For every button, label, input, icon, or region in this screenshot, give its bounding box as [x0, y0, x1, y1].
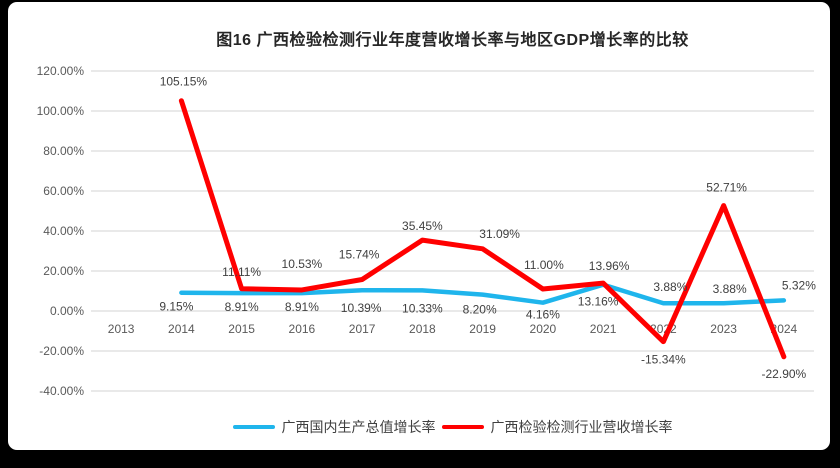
x-axis-category-label: 2018 [409, 322, 436, 336]
legend-item-gdp: 广西国内生产总值增长率 [232, 417, 436, 437]
x-axis-category-label: 2016 [289, 322, 316, 336]
y-axis-tick-label: 120.00% [37, 64, 85, 78]
data-label: -15.34% [641, 353, 686, 367]
data-label: 8.91% [285, 300, 319, 314]
x-axis-category-label: 2020 [530, 322, 557, 336]
data-label: 9.15% [159, 300, 193, 314]
data-label: -22.90% [762, 367, 807, 381]
x-axis-category-label: 2024 [771, 322, 798, 336]
data-label: 13.16% [578, 295, 619, 309]
data-label: 3.88% [713, 282, 747, 296]
x-axis-category-label: 2013 [108, 322, 135, 336]
y-axis-tick-label: 40.00% [43, 224, 84, 238]
data-label: 10.33% [402, 301, 443, 315]
data-label: 13.96% [589, 259, 630, 273]
x-axis-category-label: 2017 [349, 322, 376, 336]
series-lines [178, 98, 787, 360]
series-line-gdp [179, 282, 787, 306]
legend-label: 广西国内生产总值增长率 [281, 419, 436, 435]
chart-legend: 广西国内生产总值增长率 广西检验检测行业营收增长率 [91, 415, 814, 439]
data-label: 52.71% [706, 181, 747, 195]
data-label: 105.15% [160, 75, 208, 89]
gridlines [91, 70, 814, 392]
y-axis-tick-labels: 120.00% 100.00% 80.00% 60.00% 40.00% 20.00% 0.… [37, 64, 85, 398]
x-axis-category-labels: 2013 2014 2015 2016 2017 2018 2019 2020 2021 2022… [108, 322, 798, 336]
data-label: 10.53% [282, 257, 323, 271]
y-axis-tick-label: 100.00% [37, 104, 85, 118]
y-axis-tick-label: 20.00% [43, 264, 84, 278]
data-label: 15.74% [339, 248, 380, 262]
data-label: 11.11% [222, 265, 261, 279]
chart-panel: 图16 广西检验检测行业年度营收增长率与地区GDP增长率的比较 120.00% 1… [8, 2, 830, 450]
line-chart-plot: 120.00% 100.00% 80.00% 60.00% 40.00% 20.00% 0.… [37, 64, 817, 398]
y-axis-tick-label: 80.00% [43, 144, 84, 158]
chart-title: 图16 广西检验检测行业年度营收增长率与地区GDP增长率的比较 [216, 32, 689, 49]
x-axis-category-label: 2021 [590, 322, 617, 336]
data-labels: 9.15% 8.91% 8.91% 10.39% 10.33% 8.20% 4.16% 13.… [159, 75, 816, 381]
data-label: 3.88% [653, 280, 687, 294]
x-axis-category-label: 2023 [710, 322, 737, 336]
legend-label: 广西检验检测行业营收增长率 [490, 419, 673, 435]
y-axis-tick-label: -40.00% [39, 384, 84, 398]
data-label: 8.91% [225, 300, 259, 314]
series-line-industry-revenue [178, 98, 787, 360]
data-label: 11.00% [524, 258, 564, 272]
data-label: 5.32% [782, 278, 816, 292]
x-axis-category-label: 2014 [168, 322, 195, 336]
y-axis-tick-label: 60.00% [43, 184, 84, 198]
x-axis-category-label: 2019 [469, 322, 496, 336]
data-label: 31.09% [479, 227, 520, 241]
x-axis-category-label: 2015 [228, 322, 255, 336]
y-axis-tick-label: 0.00% [50, 304, 84, 318]
legend-item-industry-revenue: 广西检验检测行业营收增长率 [441, 417, 673, 437]
data-label: 35.45% [402, 219, 443, 233]
data-label: 10.39% [341, 301, 382, 315]
legend-line-swatch [441, 425, 484, 429]
legend-line-swatch [232, 425, 275, 429]
y-axis-tick-label: -20.00% [39, 344, 84, 358]
data-label: 8.20% [463, 303, 497, 317]
data-label: 4.16% [526, 308, 560, 322]
